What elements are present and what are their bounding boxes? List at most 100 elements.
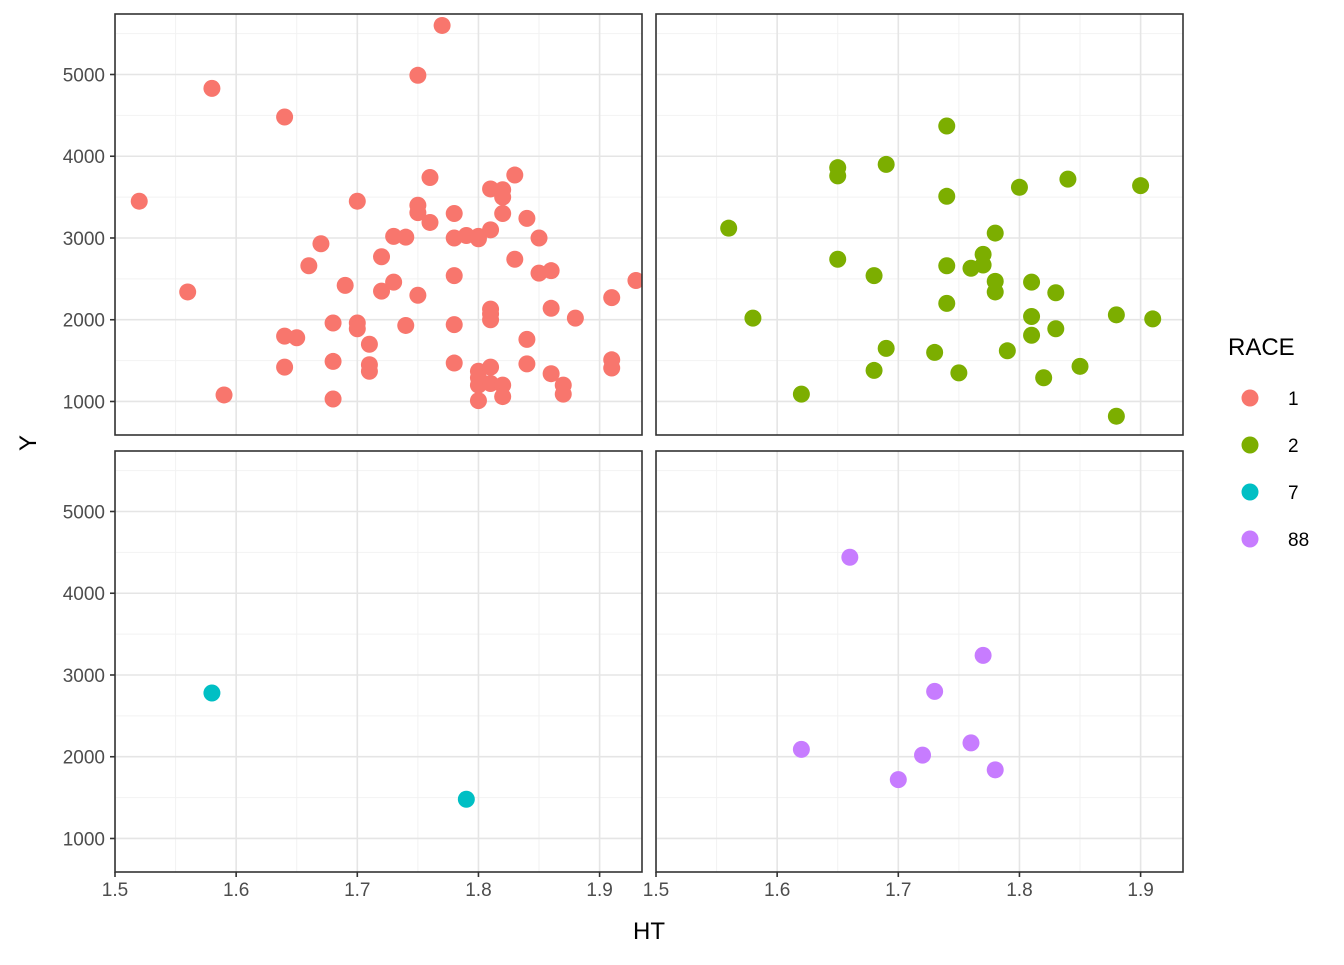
data-point (348, 192, 366, 210)
data-point (950, 364, 968, 382)
facet-panel-race-2 (655, 13, 1184, 436)
data-point (1047, 284, 1065, 302)
data-point (792, 740, 810, 758)
data-point (494, 388, 512, 406)
data-point (986, 283, 1004, 301)
x-tick-label: 1.7 (885, 880, 911, 901)
data-point (998, 342, 1016, 360)
data-point (300, 257, 318, 275)
data-point (1023, 326, 1041, 344)
data-point (627, 271, 642, 289)
data-point (566, 309, 584, 327)
data-point (518, 209, 536, 227)
data-point (179, 283, 197, 301)
data-point (373, 248, 391, 266)
data-point (720, 219, 738, 237)
data-point (373, 282, 391, 300)
data-point (482, 180, 500, 198)
data-point (938, 257, 956, 275)
data-point (324, 352, 342, 370)
y-tick-label: 5000 (63, 502, 105, 523)
x-tick-label: 1.6 (223, 880, 249, 901)
data-point (962, 734, 980, 752)
data-point (926, 343, 944, 361)
data-point (554, 385, 572, 403)
panel-grid (115, 451, 642, 872)
data-point (1107, 407, 1125, 425)
data-point (865, 267, 883, 285)
y-tick-label: 3000 (63, 229, 105, 250)
data-point (494, 188, 512, 206)
data-point (744, 309, 762, 327)
panel-points (203, 684, 475, 808)
data-point (482, 221, 500, 239)
panel-grid (656, 14, 1183, 435)
legend-key-88 (1241, 530, 1259, 548)
data-point (445, 316, 463, 334)
data-point (877, 155, 895, 173)
legend-key-7 (1241, 483, 1259, 501)
legend: RACE 1 2 7 88 (1228, 334, 1309, 551)
x-tick-label: 1.5 (102, 880, 128, 901)
data-point (1132, 177, 1150, 195)
data-point (469, 230, 487, 248)
data-point (542, 262, 560, 280)
panel-grid (656, 451, 1183, 872)
data-point (421, 168, 439, 186)
data-point (445, 354, 463, 372)
y-tick-label: 1000 (63, 829, 105, 850)
data-point (288, 329, 306, 347)
data-point (829, 250, 847, 268)
data-point (530, 229, 548, 247)
data-point (276, 108, 294, 126)
data-point (397, 316, 415, 334)
y-tick-label: 2000 (63, 748, 105, 769)
data-point (324, 314, 342, 332)
legend-label-1: 1 (1288, 389, 1299, 410)
data-point (130, 192, 148, 210)
data-point (445, 204, 463, 222)
data-point (603, 289, 621, 307)
data-point (1107, 306, 1125, 324)
data-point (865, 361, 883, 379)
data-point (1023, 307, 1041, 325)
legend-key-1 (1241, 389, 1259, 407)
panel-border (114, 13, 643, 436)
x-tick-label: 1.6 (764, 880, 790, 901)
data-point (482, 358, 500, 376)
facet-panel-race-88: 1.5 1.6 1.7 1.8 1.9 (643, 450, 1184, 901)
data-point (409, 66, 427, 84)
data-point (312, 235, 330, 253)
data-point (926, 682, 944, 700)
data-point (324, 390, 342, 408)
data-point (518, 355, 536, 373)
data-point (877, 339, 895, 357)
data-point (336, 276, 354, 294)
data-point (360, 362, 378, 380)
facet-panel-race-7: 1000 2000 3000 4000 5000 1.5 1.6 1.7 1.8 1.9 (63, 450, 643, 901)
data-point (1023, 273, 1041, 291)
data-point (385, 227, 403, 245)
panel-grid (115, 14, 642, 435)
data-point (1059, 170, 1077, 188)
data-point (542, 299, 560, 317)
data-point (433, 16, 451, 34)
y-axis-title: Y (15, 435, 42, 451)
data-point (1047, 320, 1065, 338)
x-tick-label: 1.7 (344, 880, 370, 901)
data-point (385, 273, 403, 291)
y-tick-label: 4000 (63, 147, 105, 168)
panel-border (114, 450, 643, 873)
data-point (469, 392, 487, 410)
data-point (397, 228, 415, 246)
data-point (360, 335, 378, 353)
data-point (1071, 357, 1089, 375)
data-point (518, 330, 536, 348)
panel-points (130, 16, 642, 410)
data-point (421, 213, 439, 231)
data-point (792, 385, 810, 403)
data-point (506, 250, 524, 268)
panel-points (792, 548, 1004, 789)
data-point (1010, 178, 1028, 196)
